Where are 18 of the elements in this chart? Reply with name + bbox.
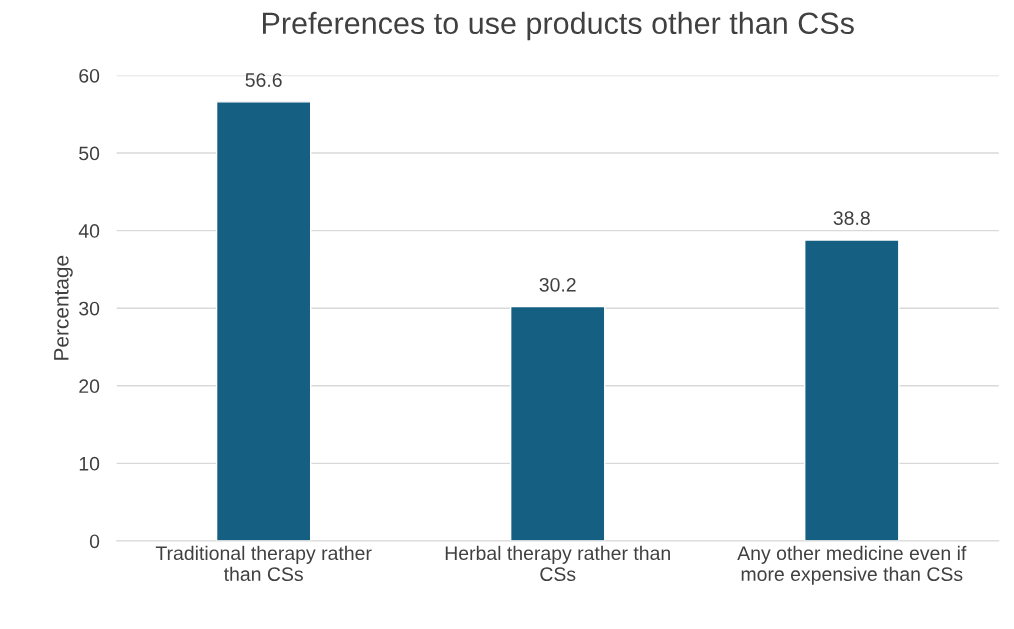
y-tick-label: 60 <box>79 68 100 83</box>
data-label: 30.2 <box>539 277 576 292</box>
y-tick-label: 50 <box>79 146 100 161</box>
y-tick-label: 10 <box>79 456 100 471</box>
bar <box>804 239 900 541</box>
chart-title: Preferences to use products other than CSs <box>263 11 854 41</box>
y-axis-title: Percentage <box>54 255 73 360</box>
x-tick-label: Any other medicine even if more expensive than CSs <box>737 545 967 585</box>
x-tick-label: Herbal therapy rather than CSs <box>445 545 670 582</box>
y-tick-label: 40 <box>78 224 100 238</box>
bar <box>509 305 606 541</box>
x-tick-label: Traditional therapy rather than CSs <box>155 545 372 582</box>
data-label: 38.8 <box>833 211 870 225</box>
bar <box>215 101 312 541</box>
y-tick-label: 0 <box>89 534 100 549</box>
data-label: 56.6 <box>245 73 282 87</box>
y-tick-label: 20 <box>79 379 100 394</box>
y-tick-label: 30 <box>79 301 100 316</box>
